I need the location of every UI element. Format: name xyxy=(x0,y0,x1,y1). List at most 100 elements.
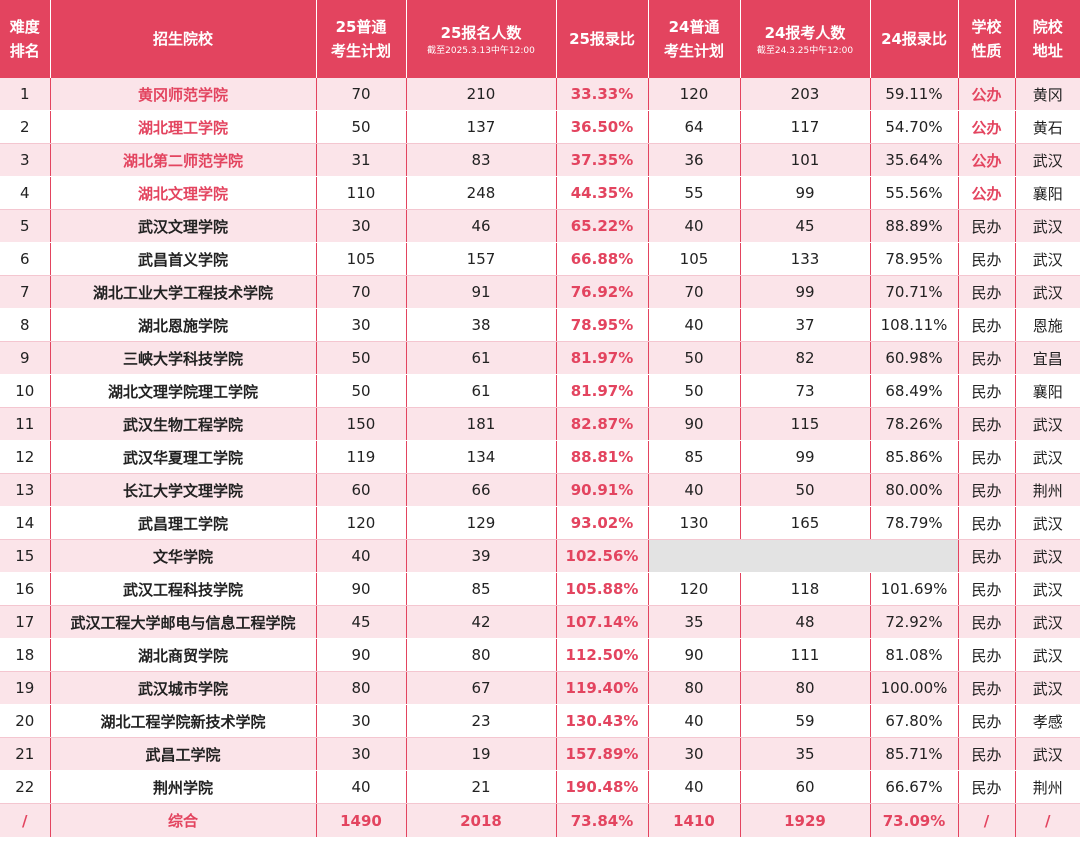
cell-apply24: 118 xyxy=(740,572,871,606)
cell-rank: 16 xyxy=(0,572,51,606)
cell-plan25: 50 xyxy=(316,110,407,144)
cell-apply25: 67 xyxy=(406,671,557,705)
cell-ratio25: 157.89% xyxy=(556,737,649,771)
cell-plan24: 55 xyxy=(648,176,741,210)
cell-school: 武昌工学院 xyxy=(50,737,317,771)
total-apply24: 1929 xyxy=(740,803,871,838)
cell-ratio25: 88.81% xyxy=(556,440,649,474)
cell-ratio25: 112.50% xyxy=(556,638,649,672)
table-row: 1 黄冈师范学院 70 210 33.33% 120 203 59.11% 公办 黄冈 xyxy=(0,78,1080,111)
cell-apply24: 115 xyxy=(740,407,871,441)
cell-ratio25: 102.56% xyxy=(556,539,649,573)
total-school: 综合 xyxy=(50,803,317,838)
cell-apply24: 111 xyxy=(740,638,871,672)
header-ratio24: 24报录比 xyxy=(870,0,959,78)
cell-apply25: 21 xyxy=(406,770,557,804)
cell-plan24: 36 xyxy=(648,143,741,177)
cell-school: 武汉华夏理工学院 xyxy=(50,440,317,474)
cell-apply24: 99 xyxy=(740,275,871,309)
cell-location: 武汉 xyxy=(1015,143,1080,177)
cell-plan25: 30 xyxy=(316,704,407,738)
cell-ratio25: 130.43% xyxy=(556,704,649,738)
cell-nature: 公办 xyxy=(958,176,1016,210)
cell-location: 荆州 xyxy=(1015,473,1080,507)
cell-location: 襄阳 xyxy=(1015,374,1080,408)
header-apply24: 24报考人数 截至24.3.25中午12:00 xyxy=(740,0,871,78)
cell-apply25: 42 xyxy=(406,605,557,639)
cell-rank: 18 xyxy=(0,638,51,672)
header-ratio25: 25报录比 xyxy=(556,0,649,78)
cell-school: 三峡大学科技学院 xyxy=(50,341,317,375)
cell-plan24: 130 xyxy=(648,506,741,540)
cell-school: 湖北恩施学院 xyxy=(50,308,317,342)
cell-plan24: 40 xyxy=(648,308,741,342)
cell-school: 湖北工程学院新技术学院 xyxy=(50,704,317,738)
cell-school: 武昌理工学院 xyxy=(50,506,317,540)
cell-school: 武汉文理学院 xyxy=(50,209,317,243)
cell-school: 湖北工业大学工程技术学院 xyxy=(50,275,317,309)
cell-location: 武汉 xyxy=(1015,539,1080,573)
cell-plan24: 70 xyxy=(648,275,741,309)
cell-apply25: 181 xyxy=(406,407,557,441)
cell-plan24: 30 xyxy=(648,737,741,771)
cell-location: 武汉 xyxy=(1015,209,1080,243)
cell-school: 武汉城市学院 xyxy=(50,671,317,705)
cell-rank: 21 xyxy=(0,737,51,771)
cell-nature: 民办 xyxy=(958,539,1016,573)
cell-school: 武昌首义学院 xyxy=(50,242,317,276)
cell-school: 文华学院 xyxy=(50,539,317,573)
cell-plan25: 30 xyxy=(316,209,407,243)
table-row: 16 武汉工程科技学院 90 85 105.88% 120 118 101.69% 民办 武汉 xyxy=(0,572,1080,606)
cell-nature: 民办 xyxy=(958,638,1016,672)
header-location: 院校 地址 xyxy=(1015,0,1080,78)
cell-location: 襄阳 xyxy=(1015,176,1080,210)
cell-rank: 22 xyxy=(0,770,51,804)
total-plan24: 1410 xyxy=(648,803,741,838)
cell-apply25: 61 xyxy=(406,341,557,375)
cell-location: 武汉 xyxy=(1015,506,1080,540)
cell-nature: 民办 xyxy=(958,770,1016,804)
header-plan25: 25普通 考生计划 xyxy=(316,0,407,78)
total-ratio24: 73.09% xyxy=(870,803,959,838)
cell-apply24: 203 xyxy=(740,78,871,111)
cell-plan24: 40 xyxy=(648,209,741,243)
cell-plan25: 90 xyxy=(316,572,407,606)
cell-apply25: 85 xyxy=(406,572,557,606)
cell-plan25: 80 xyxy=(316,671,407,705)
cell-location: 荆州 xyxy=(1015,770,1080,804)
cell-apply24: 80 xyxy=(740,671,871,705)
cell-plan25: 105 xyxy=(316,242,407,276)
cell-ratio24: 85.86% xyxy=(870,440,959,474)
cell-apply24: 82 xyxy=(740,341,871,375)
cell-ratio25: 44.35% xyxy=(556,176,649,210)
cell-plan25: 31 xyxy=(316,143,407,177)
cell-rank: 5 xyxy=(0,209,51,243)
cell-nature: 民办 xyxy=(958,209,1016,243)
cell-plan25: 40 xyxy=(316,770,407,804)
cell-rank: 8 xyxy=(0,308,51,342)
total-nature: / xyxy=(958,803,1016,838)
cell-plan24: 40 xyxy=(648,473,741,507)
cell-plan25: 30 xyxy=(316,308,407,342)
total-ratio25: 73.84% xyxy=(556,803,649,838)
cell-plan25: 150 xyxy=(316,407,407,441)
cell-nature: 民办 xyxy=(958,671,1016,705)
table-row: 20 湖北工程学院新技术学院 30 23 130.43% 40 59 67.80% 民办 孝感 xyxy=(0,704,1080,738)
cell-plan25: 50 xyxy=(316,341,407,375)
cell-school: 湖北文理学院理工学院 xyxy=(50,374,317,408)
cell-apply25: 39 xyxy=(406,539,557,573)
cell-ratio25: 65.22% xyxy=(556,209,649,243)
table-row: 17 武汉工程大学邮电与信息工程学院 45 42 107.14% 35 48 72.92% 民办… xyxy=(0,605,1080,639)
cell-plan24: 35 xyxy=(648,605,741,639)
cell-location: 武汉 xyxy=(1015,242,1080,276)
cell-plan25: 119 xyxy=(316,440,407,474)
cell-rank: 4 xyxy=(0,176,51,210)
cell-ratio24: 108.11% xyxy=(870,308,959,342)
total-plan25: 1490 xyxy=(316,803,407,838)
cell-plan25: 40 xyxy=(316,539,407,573)
cell-apply25: 46 xyxy=(406,209,557,243)
table-row: 22 荆州学院 40 21 190.48% 40 60 66.67% 民办 荆州 xyxy=(0,770,1080,804)
cell-ratio24: 59.11% xyxy=(870,78,959,111)
cell-ratio25: 93.02% xyxy=(556,506,649,540)
cell-nature: 公办 xyxy=(958,78,1016,111)
